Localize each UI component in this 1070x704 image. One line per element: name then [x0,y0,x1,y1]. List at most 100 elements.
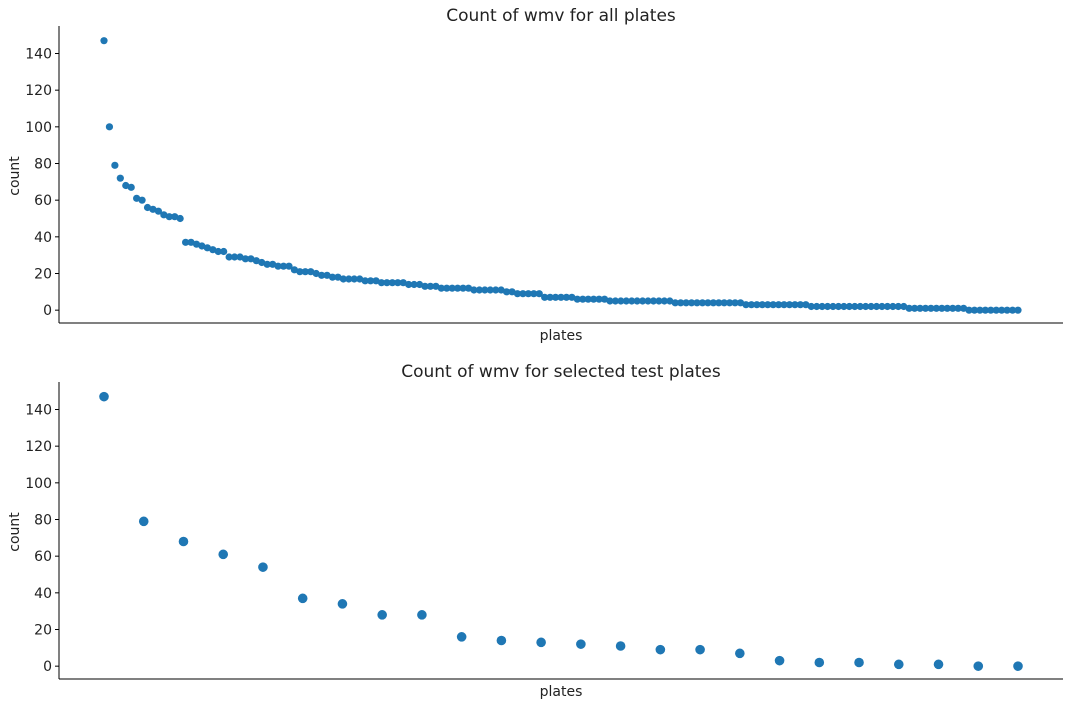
data-point [176,214,184,223]
data-point [258,562,268,572]
data-point [649,297,658,305]
data-point [394,279,402,287]
data-point [290,266,299,274]
y-tick-label: 140 [25,47,52,63]
data-point [258,258,266,267]
data-point [536,637,546,648]
data-point [456,632,467,642]
data-point [187,238,195,246]
data-point [421,282,429,290]
data-point [551,293,560,301]
data-point [666,297,674,305]
data-point [459,284,467,292]
data-point [154,207,163,215]
data-point [775,301,783,309]
data-point [492,286,500,294]
data-point [318,271,326,279]
y-tick-label: 20 [34,267,52,283]
data-point [366,277,375,285]
data-point [905,304,913,312]
data-point [704,299,712,307]
data-point [954,304,962,312]
data-point [470,286,478,294]
data-point [377,279,386,287]
y-tick-label: 80 [34,513,52,529]
data-point [818,302,826,311]
y-tick-label: 60 [34,193,52,209]
data-point [562,293,571,301]
data-point [615,641,626,651]
data-point [633,297,641,305]
data-point [519,290,527,298]
data-point [573,295,581,303]
data-point [426,282,435,290]
y-tick-label: 0 [43,303,52,319]
data-point [932,304,940,312]
y-tick-label: 120 [25,439,52,455]
data-point [513,290,522,298]
data-point [1014,306,1022,314]
data-point [862,302,870,311]
y-axis-label: count [7,512,23,552]
data-point [399,279,407,287]
data-point [851,302,859,311]
data-point [182,238,190,246]
data-point [475,286,483,294]
data-point [99,391,109,402]
y-tick-label: 100 [25,476,52,492]
data-point [655,644,666,655]
data-point [758,301,766,309]
data-point [247,255,255,263]
data-point [127,183,135,191]
data-point [377,610,387,620]
data-point [524,290,532,298]
data-point [807,302,815,311]
data-point [220,247,228,256]
data-point [443,284,451,292]
data-point [813,302,821,311]
data-point [568,293,576,301]
x-axis-label: plates [540,684,583,700]
data-point [764,301,772,309]
y-tick-label: 80 [34,157,52,173]
data-point [214,247,222,256]
data-point [911,304,919,312]
data-point [938,304,946,312]
data-point [677,299,685,307]
data-point [854,657,864,668]
data-point [600,295,609,303]
data-point [497,286,505,294]
data-point [198,242,206,250]
data-point [834,302,843,311]
chart-title: Count of wmv for selected test plates [401,362,721,382]
y-tick-label: 0 [43,659,52,675]
data-point [693,299,701,307]
data-point [823,302,832,311]
data-point [361,277,369,285]
data-point [339,275,347,283]
y-tick-label: 40 [34,586,52,602]
data-point [893,659,904,670]
data-point [337,599,348,609]
data-point [970,306,979,314]
data-point [307,268,315,276]
data-point [628,297,636,305]
data-point [921,304,930,312]
x-axis-label: plates [540,328,583,344]
data-point [328,273,337,281]
data-point [992,306,1000,314]
data-point [350,275,358,283]
data-point [595,295,603,303]
data-point [530,290,538,298]
data-point [720,299,728,307]
data-point [297,593,308,604]
data-point [856,302,864,311]
data-point [383,279,391,287]
data-point [448,284,456,292]
data-point [178,536,189,547]
data-point [916,304,924,312]
data-point [900,302,908,311]
data-point [160,211,168,219]
data-point [695,644,705,655]
data-point [269,260,277,268]
